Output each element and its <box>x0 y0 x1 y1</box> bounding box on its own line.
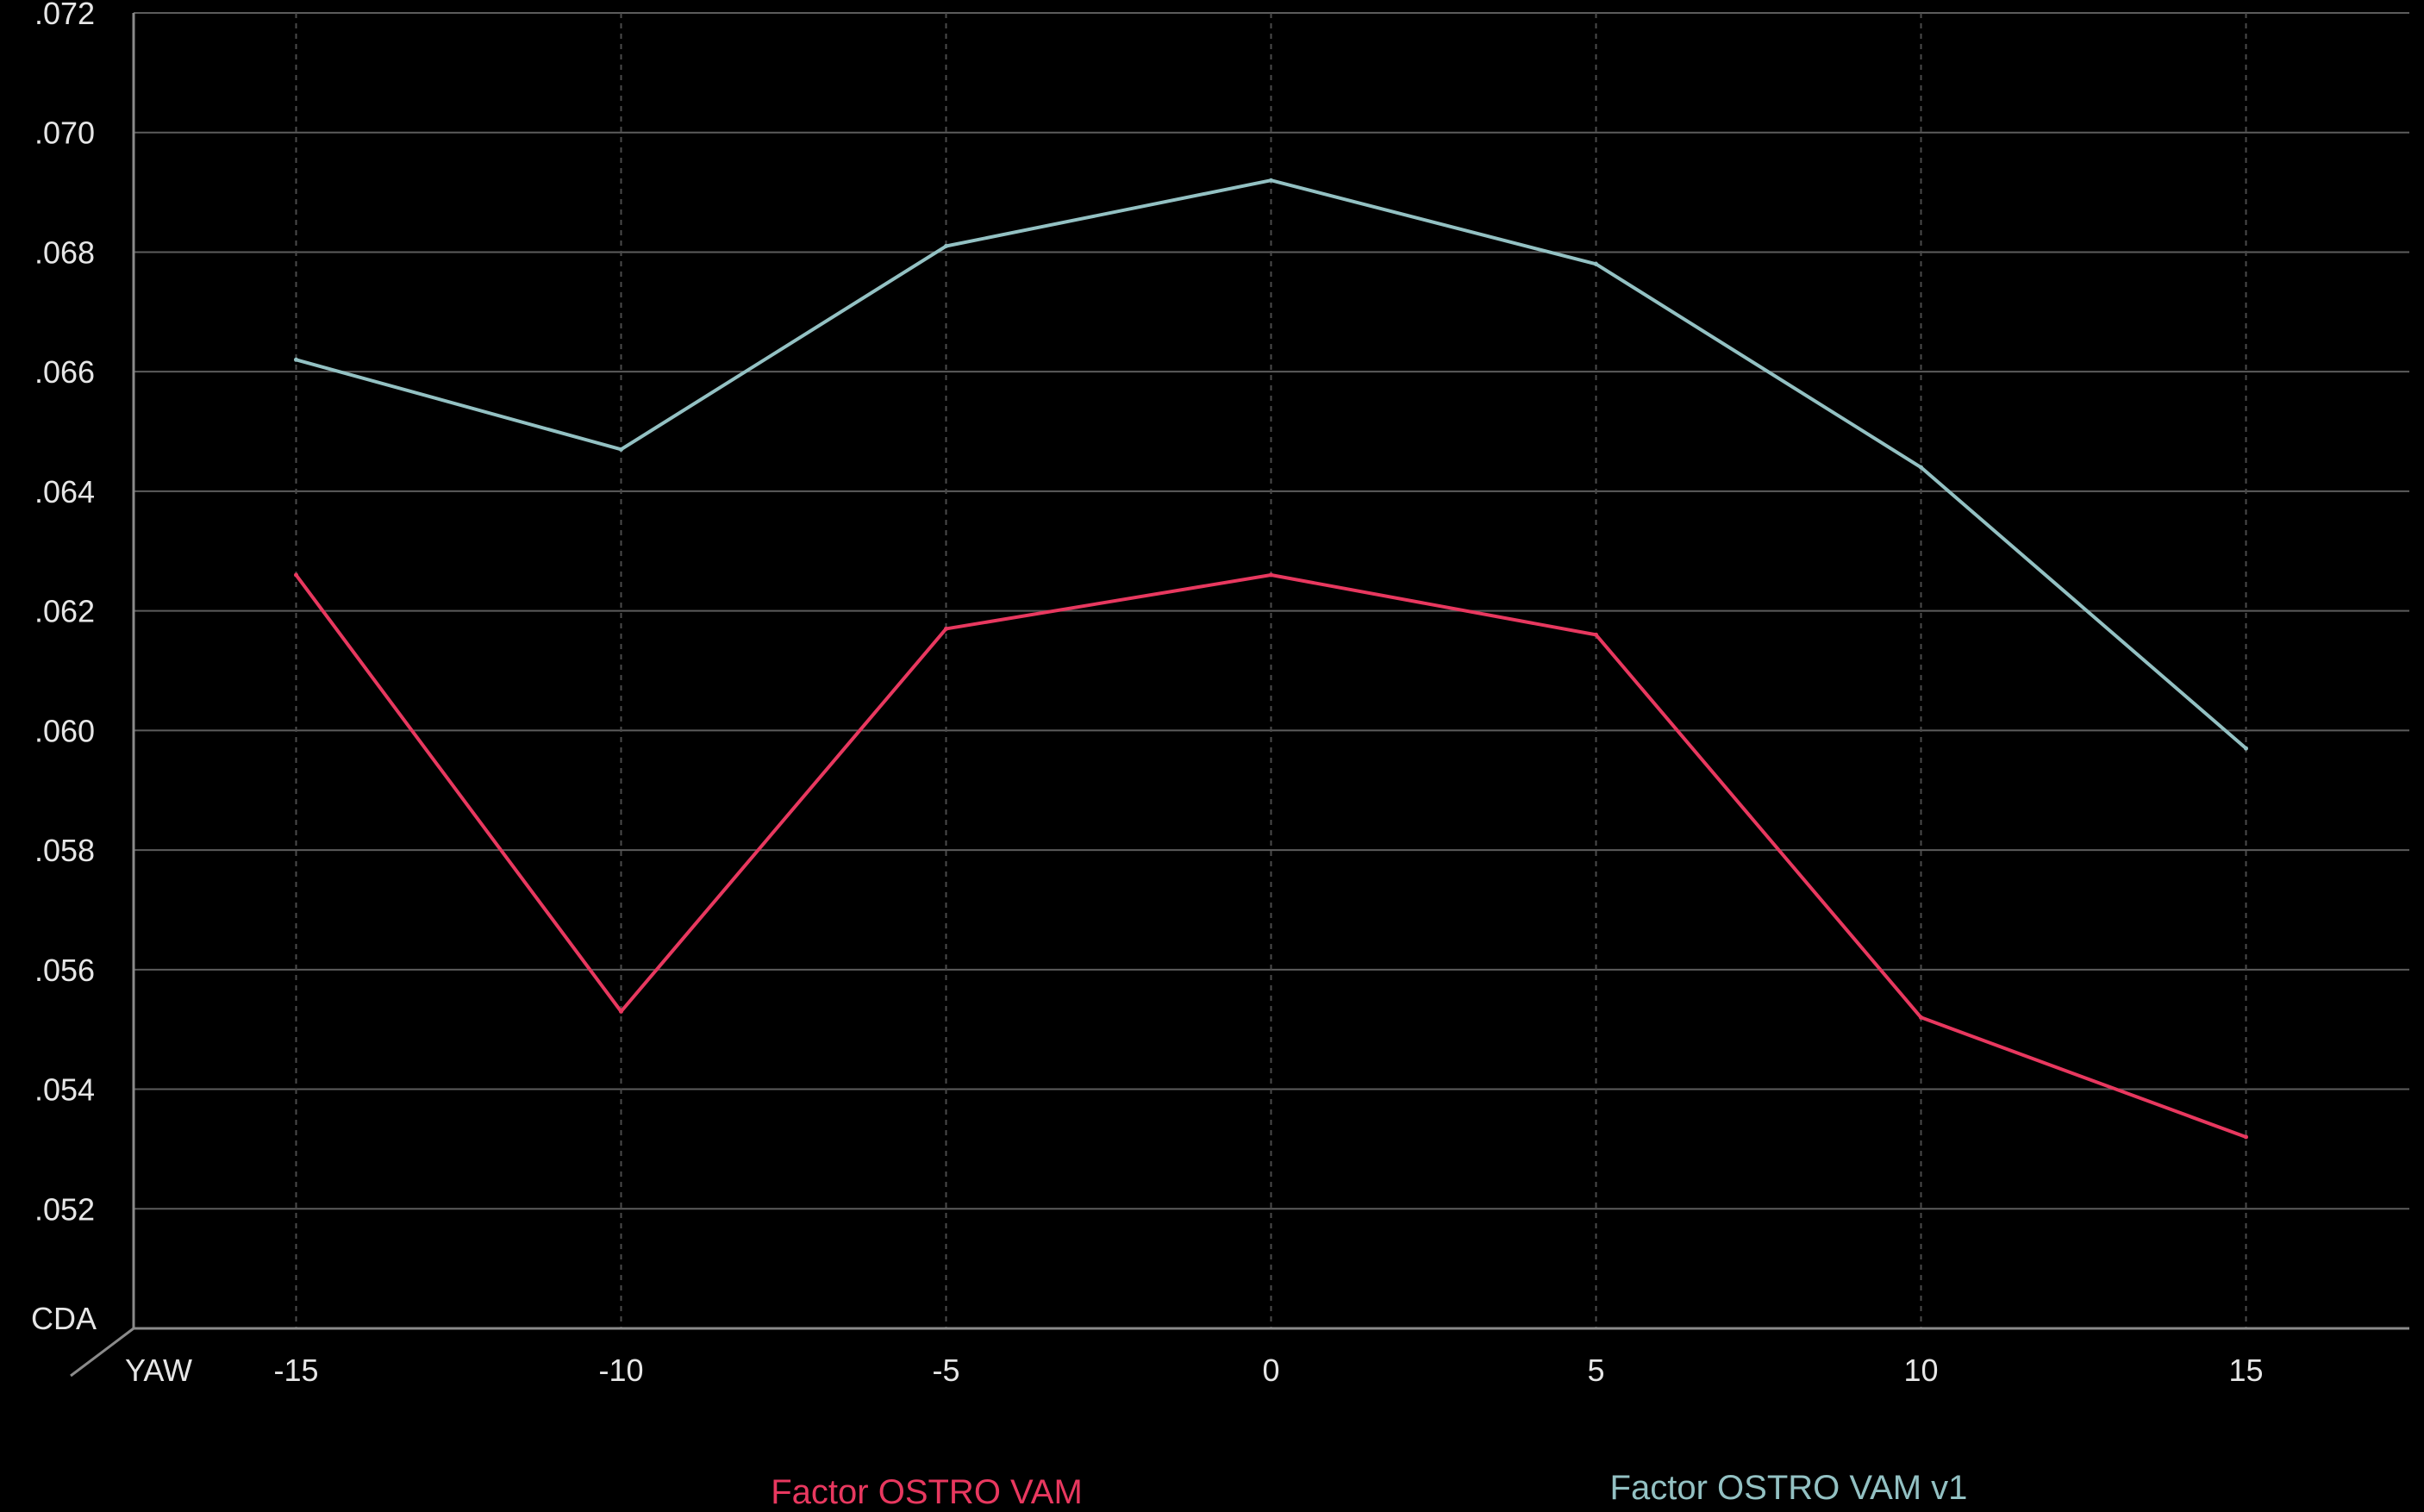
x-tick-label: 15 <box>2228 1353 2263 1388</box>
x-tick-label: -5 <box>932 1353 959 1388</box>
y-tick-label: .054 <box>34 1072 95 1108</box>
y-tick-label: .056 <box>34 953 95 988</box>
data-point <box>2244 1134 2248 1140</box>
data-point <box>2244 746 2248 751</box>
legend: Factor OSTRO VAM Factor OSTRO VAM v1 <box>771 1469 1967 1511</box>
legend-entry: Factor OSTRO VAM v1 <box>1610 1469 1968 1507</box>
data-point <box>294 357 298 362</box>
y-tick-label: .060 <box>34 713 95 748</box>
y-tick-label: .066 <box>34 354 95 390</box>
y-tick-label: .072 <box>34 0 95 31</box>
x-tick-label: -15 <box>273 1353 318 1388</box>
data-point <box>619 1009 623 1014</box>
x-tick-label: 0 <box>1262 1353 1279 1388</box>
axes <box>70 13 2409 1378</box>
y-tick-label: .052 <box>34 1191 95 1227</box>
data-point <box>1269 178 1273 183</box>
y-tick-label: .062 <box>34 594 95 629</box>
y-tick-label: .068 <box>34 234 95 270</box>
data-point <box>619 447 623 452</box>
data-point <box>1594 632 1598 637</box>
x-axis-ticks: -15 -10 -5 0 5 10 15 <box>273 1353 2263 1388</box>
data-point <box>944 626 948 631</box>
data-point <box>1269 572 1273 578</box>
data-point <box>944 244 948 249</box>
data-point <box>1919 1015 1923 1020</box>
x-axis-label: YAW <box>125 1353 192 1388</box>
y-tick-label: .064 <box>34 474 95 509</box>
y-tick-label: .058 <box>34 833 95 868</box>
axis-corner-diagonal <box>70 1327 134 1378</box>
series-lines <box>294 178 2248 1140</box>
x-tick-label: 5 <box>1587 1353 1604 1388</box>
y-tick-label: .070 <box>34 116 95 151</box>
legend-entry: Factor OSTRO VAM <box>771 1473 1083 1511</box>
data-point <box>1919 465 1923 470</box>
data-point <box>294 572 298 578</box>
gridlines <box>134 12 2409 1328</box>
x-tick-label: 10 <box>1903 1353 1938 1388</box>
data-point <box>1594 261 1598 266</box>
y-axis-label: CDA <box>31 1301 97 1336</box>
x-tick-label: -10 <box>598 1353 643 1388</box>
y-axis-ticks: .052 .054 .056 .058 .060 .062 .064 .066 .068 .070… <box>34 0 95 1227</box>
